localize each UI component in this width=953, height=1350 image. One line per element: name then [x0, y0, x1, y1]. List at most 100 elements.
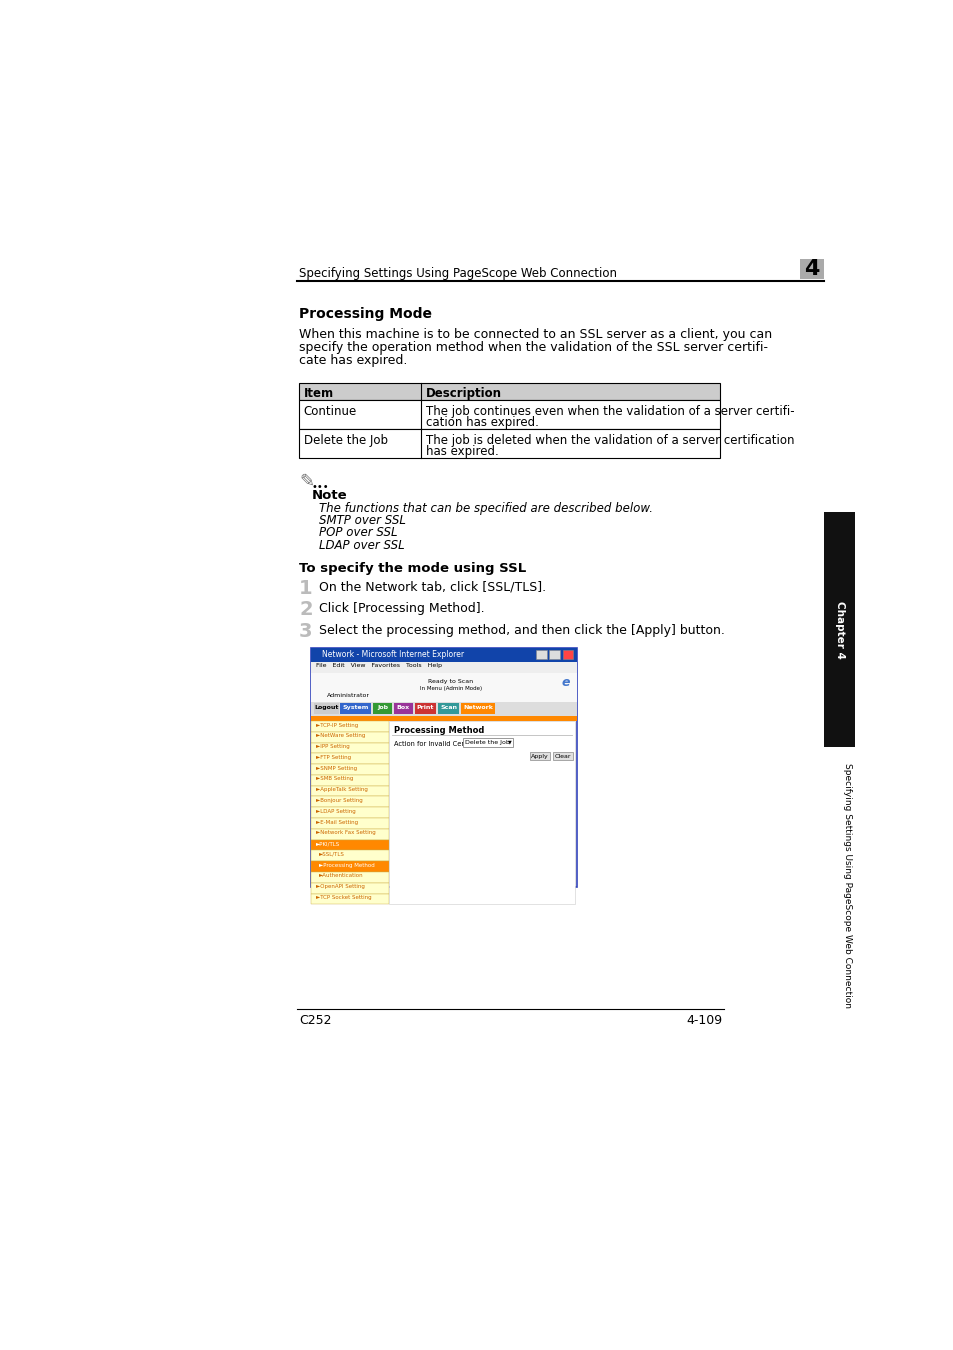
Text: To specify the mode using SSL: To specify the mode using SSL [298, 562, 526, 575]
Text: ►Network Fax Setting: ►Network Fax Setting [315, 830, 375, 836]
Bar [311, 753, 389, 764]
Text: ►NetWare Setting: ►NetWare Setting [315, 733, 365, 738]
Bar [536, 651, 546, 659]
Bar [394, 703, 413, 714]
Text: Item: Item [303, 387, 334, 400]
Bar [311, 764, 389, 775]
Text: Delete the Job: Delete the Job [303, 433, 387, 447]
Bar [311, 818, 389, 829]
Text: Print: Print [416, 706, 434, 710]
Text: Delete the Job: Delete the Job [464, 740, 509, 744]
Text: In Menu (Admin Mode): In Menu (Admin Mode) [419, 686, 481, 691]
Text: On the Network tab, click [SSL/TLS].: On the Network tab, click [SSL/TLS]. [319, 580, 546, 594]
Bar [314, 703, 338, 714]
Bar [298, 383, 720, 400]
Bar [298, 429, 720, 459]
Bar [298, 400, 720, 429]
Text: 2: 2 [298, 601, 313, 620]
Text: cation has expired.: cation has expired. [426, 416, 538, 429]
Bar [311, 861, 389, 872]
Text: Job: Job [376, 706, 388, 710]
Text: ►E-Mail Setting: ►E-Mail Setting [315, 819, 357, 825]
Text: 1: 1 [298, 579, 313, 598]
Text: ►LDAP Setting: ►LDAP Setting [315, 809, 355, 814]
Text: Clear: Clear [555, 755, 571, 759]
Text: ►PKI/TLS: ►PKI/TLS [315, 841, 340, 846]
Bar [311, 829, 389, 840]
Text: •••: ••• [311, 482, 329, 491]
Text: specify the operation method when the validation of the SSL server certifi-: specify the operation method when the va… [298, 340, 767, 354]
Bar [311, 732, 389, 742]
Bar [340, 703, 371, 714]
Text: ▼: ▼ [508, 740, 512, 744]
Text: ►OpenAPI Setting: ►OpenAPI Setting [315, 884, 365, 890]
Bar [799, 259, 823, 279]
Text: Action for Invalid Certificate: Action for Invalid Certificate [394, 741, 486, 747]
Text: ►Authentication: ►Authentication [319, 873, 363, 879]
Bar [311, 840, 389, 850]
Text: Description: Description [426, 387, 501, 400]
Text: Logout: Logout [314, 706, 338, 710]
Text: 4-109: 4-109 [685, 1014, 721, 1026]
Bar [553, 752, 573, 760]
Text: Scan: Scan [439, 706, 456, 710]
Bar [530, 752, 550, 760]
Text: ►IPP Setting: ►IPP Setting [315, 744, 350, 749]
Text: The job is deleted when the validation of a server certification: The job is deleted when the validation o… [426, 433, 794, 447]
Bar [311, 702, 576, 716]
Bar [311, 807, 389, 818]
Bar [311, 796, 389, 807]
Text: ►SSL/TLS: ►SSL/TLS [319, 852, 345, 857]
Text: System: System [342, 706, 369, 710]
Text: ►Bonjour Setting: ►Bonjour Setting [315, 798, 362, 803]
Text: ►SNMP Setting: ►SNMP Setting [315, 765, 356, 771]
Text: cate has expired.: cate has expired. [298, 354, 407, 367]
Text: Specifying Settings Using PageScope Web Connection: Specifying Settings Using PageScope Web … [842, 763, 851, 1008]
Bar [462, 738, 513, 747]
Bar [311, 872, 389, 883]
Bar [311, 662, 576, 672]
Bar [823, 513, 855, 747]
Text: Network: Network [462, 706, 493, 710]
Text: Administrator: Administrator [327, 694, 370, 698]
Text: has expired.: has expired. [426, 446, 498, 459]
Text: Select the processing method, and then click the [Apply] button.: Select the processing method, and then c… [319, 624, 724, 637]
Text: ►AppleTalk Setting: ►AppleTalk Setting [315, 787, 368, 792]
Text: File   Edit   View   Favorites   Tools   Help: File Edit View Favorites Tools Help [315, 663, 441, 668]
Text: ►Processing Method: ►Processing Method [319, 863, 375, 868]
Text: Specifying Settings Using PageScope Web Connection: Specifying Settings Using PageScope Web … [298, 267, 617, 281]
Bar [311, 775, 389, 786]
Text: Continue: Continue [303, 405, 356, 417]
Text: Processing Method: Processing Method [394, 726, 483, 734]
Text: ►SMB Setting: ►SMB Setting [315, 776, 354, 782]
Bar [311, 894, 389, 904]
Text: Click [Processing Method].: Click [Processing Method]. [319, 602, 484, 616]
Text: ►TCP-IP Setting: ►TCP-IP Setting [315, 722, 358, 728]
Text: SMTP over SSL: SMTP over SSL [319, 514, 406, 526]
Bar [437, 703, 459, 714]
Bar [415, 703, 436, 714]
Text: The functions that can be specified are described below.: The functions that can be specified are … [319, 502, 653, 514]
Bar [311, 648, 576, 887]
Bar [311, 716, 576, 721]
Text: When this machine is to be connected to an SSL server as a client, you can: When this machine is to be connected to … [298, 328, 771, 340]
Bar [373, 703, 392, 714]
Text: C252: C252 [298, 1014, 332, 1026]
Text: Chapter 4: Chapter 4 [834, 601, 844, 659]
Text: 4: 4 [803, 259, 819, 279]
Bar [311, 721, 389, 732]
Text: LDAP over SSL: LDAP over SSL [319, 539, 404, 552]
Text: e: e [561, 675, 570, 688]
Bar [311, 743, 389, 753]
Bar [311, 648, 576, 662]
Bar [460, 703, 495, 714]
Text: Ready to Scan: Ready to Scan [428, 679, 473, 683]
Text: POP over SSL: POP over SSL [319, 526, 397, 539]
Bar [311, 672, 576, 702]
Text: Network - Microsoft Internet Explorer: Network - Microsoft Internet Explorer [322, 651, 464, 659]
Bar [311, 850, 389, 861]
Text: Box: Box [396, 706, 410, 710]
Bar [549, 651, 559, 659]
Text: ►FTP Setting: ►FTP Setting [315, 755, 351, 760]
Text: Processing Mode: Processing Mode [298, 306, 432, 321]
